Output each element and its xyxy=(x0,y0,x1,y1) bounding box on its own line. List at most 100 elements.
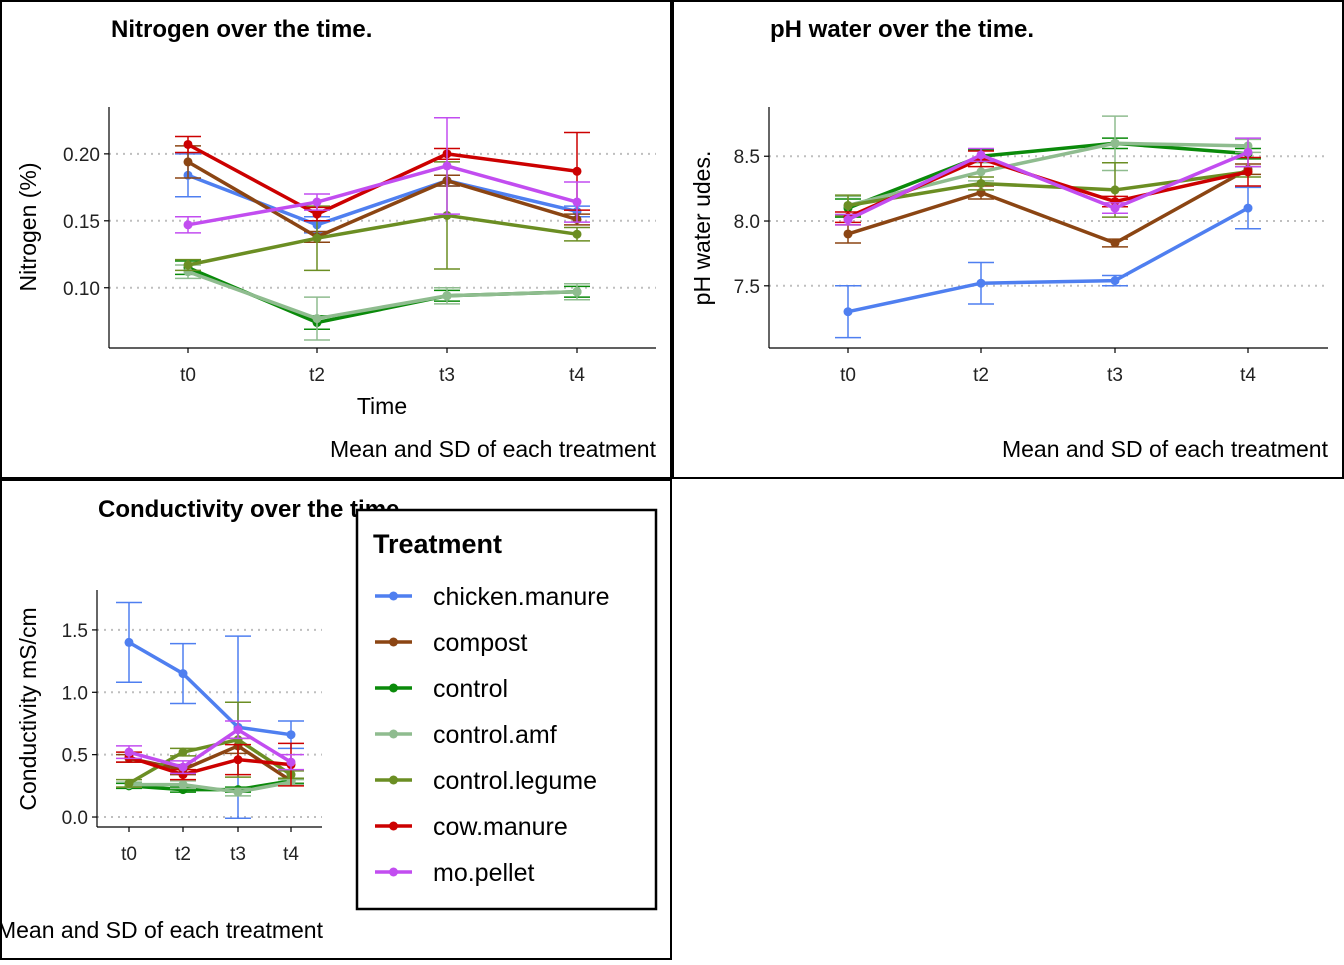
series-control xyxy=(175,260,590,331)
data-point xyxy=(1243,147,1253,157)
series-line xyxy=(847,206,1249,314)
y-tick-label: 8.0 xyxy=(734,212,760,233)
series-layer xyxy=(175,116,590,341)
series-line xyxy=(847,141,1249,210)
legend-items: chicken.manure compost control control.amf c… xyxy=(375,583,609,887)
legend-label: chicken.manure xyxy=(433,583,609,611)
x-axis-title: Time xyxy=(357,393,407,419)
chart-caption: Mean and SD of each treatment xyxy=(1002,436,1329,462)
series-mo-pellet xyxy=(835,137,1261,226)
legend: Treatment chicken.manure compost control co… xyxy=(355,508,658,911)
data-point xyxy=(572,229,582,239)
series-line xyxy=(847,150,1249,222)
chart-title: Conductivity over the time. xyxy=(98,496,406,523)
data-point xyxy=(843,215,853,225)
data-point xyxy=(1243,167,1253,177)
series-line xyxy=(187,160,578,239)
x-tick-label: t3 xyxy=(1107,365,1123,386)
data-point xyxy=(976,150,986,160)
series-control-legume xyxy=(116,701,304,788)
y-tick-label: 8.5 xyxy=(734,147,760,168)
chart-nitrogen: Nitrogen over the time. 0.100.150.20 t0 t… xyxy=(15,16,657,462)
data-point xyxy=(178,669,188,679)
data-point xyxy=(233,787,243,797)
x-tick-label: t3 xyxy=(439,365,455,386)
data-point xyxy=(1110,276,1120,286)
series-line xyxy=(187,213,578,267)
legend-item: cow.manure xyxy=(375,813,568,841)
series-control-amf xyxy=(835,115,1261,216)
x-ticks: t0 t2 t3 t4 xyxy=(840,348,1256,386)
data-point xyxy=(572,287,582,297)
data-point xyxy=(312,209,322,219)
data-point xyxy=(124,747,134,757)
chart-title: Nitrogen over the time. xyxy=(111,16,372,43)
data-point xyxy=(183,157,193,167)
legend-swatch-point xyxy=(389,591,398,601)
data-point xyxy=(312,314,322,324)
grid xyxy=(769,155,1328,287)
series-line xyxy=(187,164,578,227)
chart-caption: Mean and SD of each treatment xyxy=(330,436,657,462)
y-tick-label: 0.0 xyxy=(62,808,88,829)
x-tick-label: t2 xyxy=(309,365,325,386)
legend-label: control.legume xyxy=(433,767,597,795)
legend-title: Treatment xyxy=(373,529,502,559)
x-tick-label: t4 xyxy=(1240,365,1256,386)
data-point xyxy=(233,735,243,745)
series-line xyxy=(128,755,292,777)
x-ticks: t0 t2 t3 t4 xyxy=(121,827,299,865)
data-point xyxy=(312,197,322,207)
legend-item: control.amf xyxy=(375,721,557,749)
data-point xyxy=(572,166,582,176)
series-layer xyxy=(116,601,304,820)
legend-swatch-point xyxy=(389,637,398,647)
x-ticks: t0 t2 t3 t4 xyxy=(180,348,585,386)
x-tick-label: t2 xyxy=(175,844,191,865)
data-point xyxy=(312,233,322,243)
data-point xyxy=(178,780,188,790)
data-point xyxy=(183,220,193,230)
data-point xyxy=(183,267,193,277)
panel-nitrogen-border xyxy=(0,0,672,479)
data-point xyxy=(178,770,188,780)
x-tick-label: t4 xyxy=(569,365,585,386)
y-ticks: 0.0 0.5 1.0 1.5 xyxy=(62,621,97,829)
legend-label: mo.pellet xyxy=(433,859,534,887)
data-point xyxy=(572,197,582,207)
grid xyxy=(97,628,322,819)
chart-title: pH water over the time. xyxy=(770,16,1034,43)
series-line xyxy=(847,167,1249,245)
legend-item: chicken.manure xyxy=(375,583,609,611)
data-point xyxy=(1110,197,1120,207)
series-line xyxy=(129,780,292,794)
x-tick-label: t2 xyxy=(973,365,989,386)
y-ticks: 7.5 8.0 8.5 xyxy=(734,147,769,298)
legend-swatch-point xyxy=(389,683,398,693)
legend-item: mo.pellet xyxy=(375,859,534,887)
legend-box xyxy=(355,508,658,911)
legend-swatch-point xyxy=(389,729,398,739)
legend-item: control.legume xyxy=(375,767,597,795)
legend-label: cow.manure xyxy=(433,813,568,841)
legend-label: compost xyxy=(433,629,528,657)
data-point xyxy=(178,747,188,757)
panel-conductivity-border xyxy=(0,479,672,960)
data-point xyxy=(1110,203,1120,213)
series-compost xyxy=(175,145,590,243)
series-control-amf xyxy=(175,264,590,341)
data-point xyxy=(442,291,452,301)
series-line xyxy=(128,727,292,769)
legend-swatch-point xyxy=(389,821,398,831)
x-tick-label: t0 xyxy=(180,365,196,386)
legend-label: control.amf xyxy=(433,721,557,749)
series-chicken-manure xyxy=(835,186,1261,339)
y-tick-label: 1.0 xyxy=(62,683,88,704)
y-axis-title: pH water udes. xyxy=(689,151,715,306)
data-point xyxy=(976,167,986,177)
x-tick-label: t0 xyxy=(840,365,856,386)
data-point xyxy=(976,278,986,288)
data-point xyxy=(233,725,243,735)
data-point xyxy=(1110,238,1120,248)
